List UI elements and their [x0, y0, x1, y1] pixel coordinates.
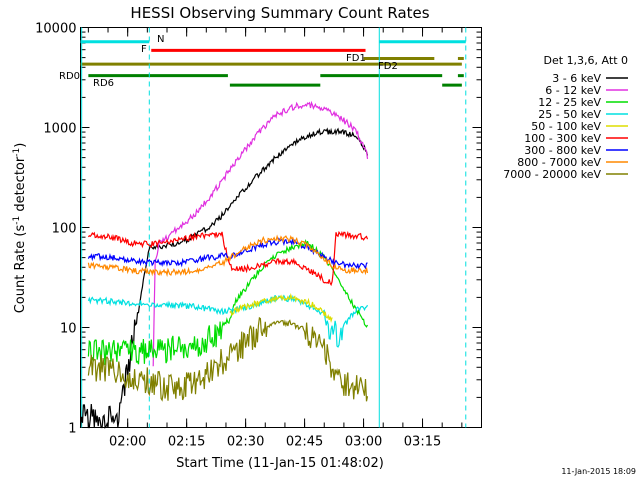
legend-label-100-300-kev: 100 - 300 keV — [524, 132, 601, 145]
y-tick-label: 1000 — [43, 122, 76, 137]
series-lines — [79, 100, 369, 430]
series-line-300-800-kev — [87, 237, 368, 270]
legend-label-25-50-kev: 25 - 50 keV — [538, 108, 601, 121]
y-tick-label: 1 — [68, 422, 76, 437]
x-axis-label: Start Time (11-Jan-15 01:48:02) — [176, 456, 384, 471]
x-tick-label: 02:30 — [227, 435, 264, 450]
annotation-rd0: RD0 — [59, 71, 80, 82]
annotation-fd2: FD2 — [378, 61, 398, 72]
timestamp: 11-Jan-2015 18:09 — [561, 467, 636, 476]
series-line-800-7000-kev — [87, 234, 369, 278]
y-axis: 1 10 100 1000 10000 — [35, 22, 482, 437]
legend-label-800-7000-kev: 800 - 7000 keV — [517, 156, 601, 169]
legend-label-7000-20000-kev: 7000 - 20000 keV — [503, 168, 601, 181]
legend-header: Det 1,3,6, Att 0 — [544, 54, 628, 67]
x-tick-label: 03:00 — [345, 435, 382, 450]
y-axis-label: Count Rate (s-1 detector-1) — [12, 143, 28, 314]
annotation-rd6: RD6 — [93, 78, 114, 89]
annotation-fd1: FD1 — [346, 53, 366, 64]
series-line-25-50-kev — [87, 294, 369, 348]
series-line-50-100-kev — [229, 293, 333, 324]
series-line-12-25-kev — [87, 239, 369, 367]
x-tick-label: 02:15 — [168, 435, 205, 450]
y-tick-label: 10000 — [35, 22, 76, 37]
y-tick-label: 10 — [60, 322, 77, 337]
y-tick-label: 100 — [52, 222, 77, 237]
series-line-3-6-kev — [79, 127, 369, 430]
x-tick-label: 02:45 — [286, 435, 323, 450]
annotation-f: F — [141, 44, 147, 55]
legend-label-50-100-kev: 50 - 100 keV — [531, 120, 601, 133]
chart-title: HESSI Observing Summary Count Rates — [130, 4, 429, 22]
legend-label-12-25-kev: 12 - 25 keV — [538, 96, 601, 109]
plot-frame — [80, 27, 482, 428]
legend-label-6-12-kev: 6 - 12 keV — [545, 84, 601, 97]
annotation-n: N — [157, 34, 164, 45]
flag-bars — [80, 40, 466, 87]
x-axis: 02:00 02:15 02:30 02:45 03:00 03:15 — [87, 27, 482, 450]
legend-label-3-6-kev: 3 - 6 keV — [552, 72, 601, 85]
series-line-6-12-kev — [152, 100, 369, 367]
x-tick-label: 03:15 — [404, 435, 441, 450]
series-line-7000-20000-kev — [87, 316, 369, 402]
x-tick-label: 02:00 — [109, 435, 146, 450]
legend-label-300-800-kev: 300 - 800 keV — [524, 144, 601, 157]
vertical-markers — [81, 27, 467, 428]
